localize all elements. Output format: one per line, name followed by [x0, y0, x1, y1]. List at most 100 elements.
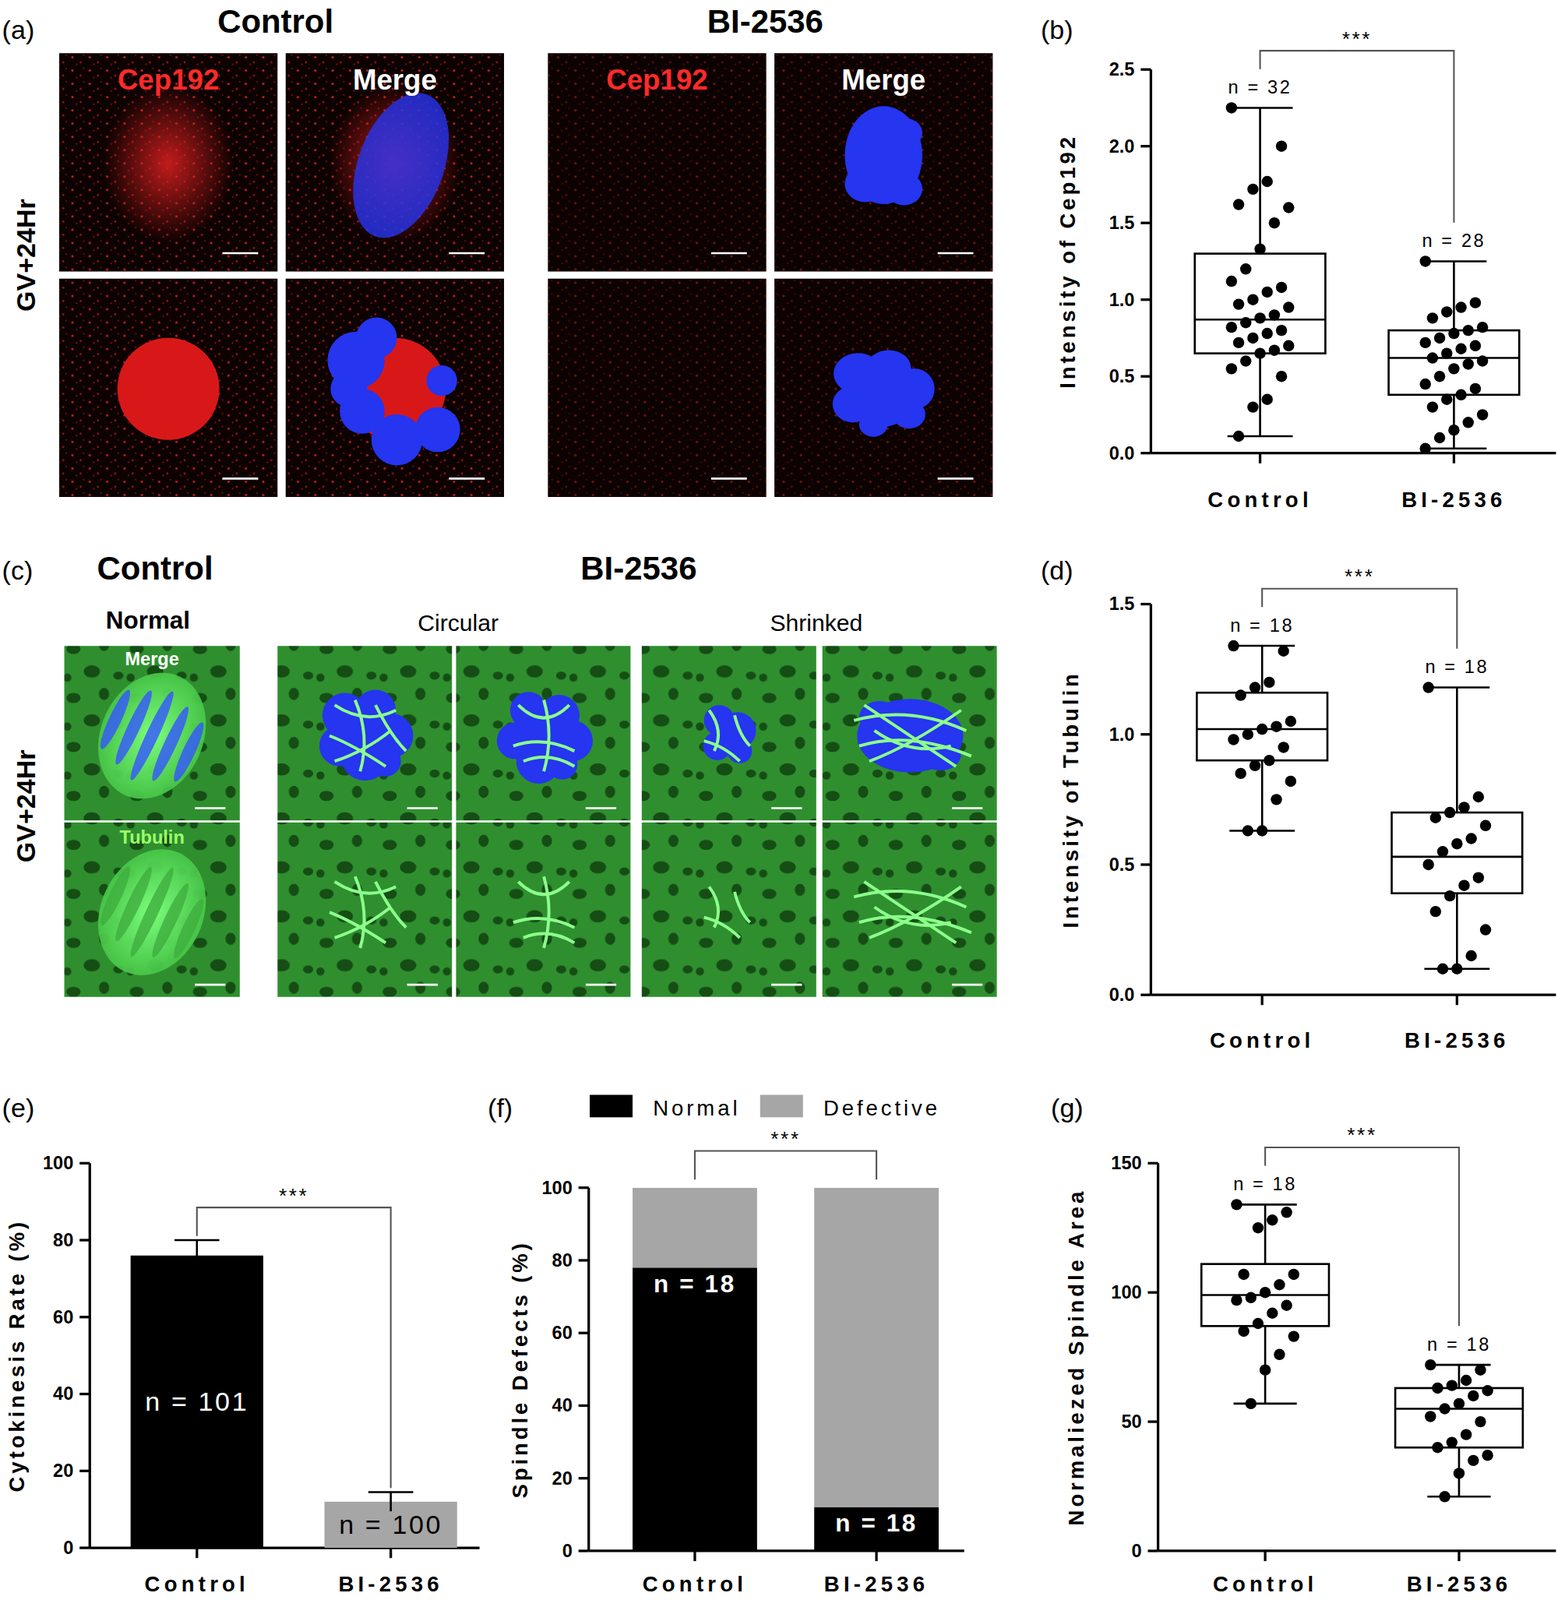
- n-label: n = 18: [1233, 1173, 1298, 1195]
- significance-bracket: [1261, 588, 1457, 649]
- microtubule: [518, 881, 569, 895]
- dna: [371, 414, 423, 466]
- point: [1259, 1364, 1271, 1376]
- error-line: [195, 1240, 198, 1272]
- point: [1247, 401, 1259, 413]
- significance: ***: [770, 1127, 801, 1151]
- point: [1277, 645, 1289, 657]
- image-noise: [59, 278, 278, 498]
- x-tick: [1457, 1550, 1460, 1562]
- micrograph: [547, 52, 766, 272]
- bar: [130, 1255, 264, 1548]
- point: [1444, 807, 1456, 818]
- median: [1392, 856, 1523, 859]
- y-tick: [578, 1404, 589, 1407]
- point: [1455, 389, 1467, 401]
- point: [1424, 1410, 1436, 1422]
- point: [1288, 1330, 1300, 1342]
- y-tick-label: 1.5: [1109, 212, 1136, 233]
- column-title: Circular: [417, 609, 499, 636]
- point: [1473, 791, 1484, 803]
- point: [1420, 337, 1432, 349]
- y-tick: [79, 1238, 90, 1241]
- point: [1462, 416, 1474, 428]
- y-tick: [578, 1549, 589, 1552]
- point: [1226, 321, 1238, 333]
- point: [1473, 871, 1484, 883]
- point: [1242, 729, 1254, 741]
- error-cap: [174, 1239, 220, 1242]
- y-tick: [1140, 733, 1151, 736]
- y-tick: [1147, 1549, 1158, 1552]
- y-tick-label: 20: [552, 1468, 573, 1489]
- significance: ***: [1346, 1123, 1377, 1147]
- point: [1438, 1491, 1450, 1502]
- micrograph: [285, 278, 505, 498]
- image-bg: [455, 822, 631, 998]
- spindle: [77, 655, 226, 817]
- error-bar: [368, 1491, 414, 1512]
- image-bg: [774, 278, 993, 498]
- x-tick: [1258, 453, 1262, 464]
- y-tick-label: 1.5: [1109, 593, 1136, 614]
- point: [1460, 1428, 1472, 1440]
- point: [1288, 1268, 1300, 1280]
- micrograph: [277, 822, 452, 998]
- point: [1283, 340, 1294, 352]
- point: [1467, 1455, 1479, 1467]
- point: [1441, 347, 1453, 359]
- point: [1465, 950, 1477, 962]
- point: [1249, 681, 1261, 693]
- point: [1448, 327, 1460, 339]
- x-tick-label: Control: [144, 1572, 250, 1597]
- scale-bar: [711, 477, 748, 480]
- point: [1430, 812, 1442, 824]
- scale-bar: [222, 477, 259, 480]
- scale-bar: [771, 807, 802, 810]
- x-tick-label: Control: [1212, 1572, 1318, 1597]
- micrograph: [641, 822, 817, 998]
- point: [1480, 820, 1492, 832]
- scale-bar: [951, 983, 983, 987]
- point: [1245, 1292, 1257, 1304]
- plot-area: [1201, 1198, 1523, 1502]
- point: [1434, 432, 1446, 444]
- scale-bar: [448, 252, 485, 255]
- dna: [885, 172, 923, 205]
- point: [1273, 1349, 1285, 1361]
- n-label: n = 28: [1421, 230, 1486, 251]
- point: [1237, 1325, 1249, 1337]
- legend-label: Normal: [652, 1096, 741, 1121]
- n-label: n = 18: [1424, 656, 1489, 677]
- point: [1469, 340, 1481, 352]
- error-cap: [368, 1491, 414, 1494]
- point: [1233, 298, 1245, 310]
- y-tick: [578, 1476, 589, 1480]
- legend-swatch: [589, 1095, 633, 1118]
- point: [1481, 1385, 1493, 1396]
- dna: [523, 715, 564, 756]
- microtubule: [334, 907, 392, 938]
- scale-bar: [448, 477, 485, 480]
- y-tick-label: 100: [541, 1177, 572, 1199]
- dna: [859, 412, 889, 437]
- whisker-cap: [1424, 686, 1490, 689]
- y-axis: [587, 1187, 590, 1551]
- microtubule: [518, 704, 569, 718]
- row-label: GV+24Hr: [10, 198, 41, 312]
- image-bg: [455, 645, 631, 821]
- whisker: [1261, 760, 1264, 831]
- y-axis-label: Spindle Defects (%): [507, 1240, 533, 1499]
- point: [1469, 296, 1481, 308]
- point: [1256, 723, 1268, 735]
- whisker-cap: [1420, 260, 1487, 263]
- microtubule: [704, 740, 741, 762]
- y-axis: [1156, 1163, 1160, 1551]
- point: [1233, 430, 1245, 442]
- image-bg: [64, 645, 240, 821]
- point: [1247, 332, 1259, 344]
- point: [1226, 102, 1238, 113]
- point: [1446, 1436, 1458, 1448]
- y-tick-label: 60: [52, 1307, 74, 1328]
- bar-segment: [632, 1267, 758, 1551]
